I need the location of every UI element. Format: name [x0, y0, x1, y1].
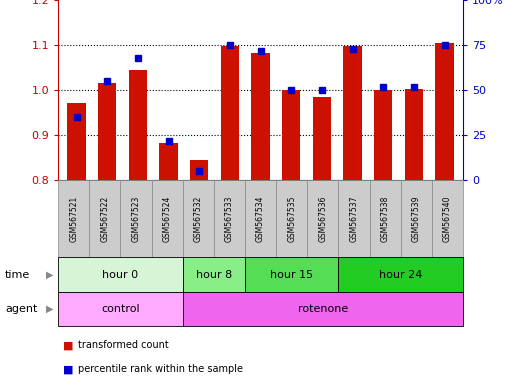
Text: GSM567538: GSM567538	[380, 196, 389, 242]
Text: GSM567534: GSM567534	[256, 195, 265, 242]
Text: GSM567533: GSM567533	[225, 195, 233, 242]
Text: hour 15: hour 15	[270, 270, 313, 280]
Text: GSM567539: GSM567539	[411, 195, 420, 242]
Text: GSM567521: GSM567521	[69, 196, 78, 242]
Text: GSM567535: GSM567535	[287, 195, 295, 242]
Bar	[281, 90, 300, 180]
Text: rotenone: rotenone	[297, 304, 347, 314]
Text: ■: ■	[63, 364, 74, 374]
Text: ▶: ▶	[45, 304, 53, 314]
Bar	[434, 43, 453, 180]
Bar	[98, 83, 116, 180]
Text: GSM567522: GSM567522	[100, 196, 109, 242]
Text: GSM567536: GSM567536	[318, 195, 327, 242]
Bar	[190, 160, 208, 180]
Bar	[67, 103, 86, 180]
Bar	[128, 70, 147, 180]
Text: GSM567540: GSM567540	[442, 195, 451, 242]
Text: agent: agent	[5, 304, 37, 314]
Text: time: time	[5, 270, 30, 280]
Text: control: control	[101, 304, 139, 314]
Bar	[404, 89, 422, 180]
Text: ▶: ▶	[45, 270, 53, 280]
Bar	[159, 142, 177, 180]
Text: GSM567537: GSM567537	[349, 195, 358, 242]
Bar	[373, 90, 392, 180]
Text: GSM567532: GSM567532	[193, 196, 203, 242]
Text: hour 24: hour 24	[378, 270, 422, 280]
Text: GSM567524: GSM567524	[162, 196, 171, 242]
Text: hour 0: hour 0	[102, 270, 138, 280]
Bar	[251, 53, 269, 180]
Bar	[220, 46, 239, 180]
Text: GSM567523: GSM567523	[131, 196, 140, 242]
Text: ■: ■	[63, 340, 74, 350]
Text: transformed count: transformed count	[78, 340, 169, 350]
Text: percentile rank within the sample: percentile rank within the sample	[78, 364, 243, 374]
Text: hour 8: hour 8	[195, 270, 232, 280]
Bar	[312, 97, 330, 180]
Bar	[343, 46, 361, 180]
